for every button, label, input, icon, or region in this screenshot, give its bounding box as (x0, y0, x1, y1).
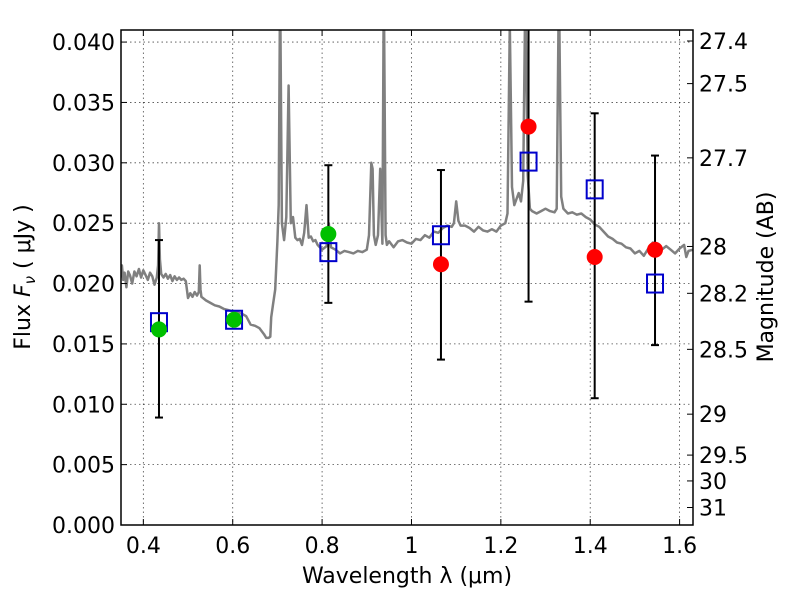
y-axis-label-symbol: F (11, 284, 36, 297)
square-marker (646, 273, 665, 294)
circle-marker (647, 241, 664, 258)
y-axis-label: Flux Fν ( μJy ) (11, 204, 39, 349)
x-tick-label: 1.4 (573, 534, 608, 559)
circle-marker (586, 248, 603, 265)
y2-tick-label: 27.7 (699, 147, 748, 172)
axis-ticks (121, 30, 693, 526)
circle-marker (150, 321, 167, 338)
y2-tick-label: 29 (699, 403, 727, 428)
y2-tick-label: 28 (699, 235, 727, 260)
y-tick-label: 0.040 (52, 31, 115, 56)
y-tick-label: 0.010 (52, 393, 115, 418)
x-tick-label: 1.6 (662, 534, 697, 559)
circle-marker (432, 256, 449, 273)
square-marker (519, 151, 538, 172)
y-axis-label-prefix: Flux (11, 297, 36, 350)
square-marker (431, 225, 450, 246)
plot-background (121, 30, 693, 525)
x-tick-label: 0.4 (126, 534, 161, 559)
spectrum-line (121, 30, 693, 340)
y2-tick-label: 30 (699, 470, 727, 495)
plot-frame (120, 29, 694, 526)
y-tick-label: 0.005 (52, 454, 115, 479)
y2-tick-label: 29.5 (699, 444, 748, 469)
y-axis-label-suffix: ( μJy ) (11, 204, 36, 276)
template-spectrum (121, 30, 693, 340)
circle-marker (520, 118, 537, 135)
y2-tick-label: 28.5 (699, 338, 748, 363)
y-tick-label: 0.020 (52, 273, 115, 298)
y-tick-label: 0.000 (52, 514, 115, 539)
circle-marker (320, 226, 337, 243)
y-tick-label: 0.035 (52, 91, 115, 116)
square-marker (585, 179, 604, 200)
circle-marker (226, 311, 243, 328)
data-markers (149, 118, 665, 338)
y-tick-label: 0.015 (52, 333, 115, 358)
y-tick-label: 0.030 (52, 152, 115, 177)
tick-labels: 0.4 0.6 0.8 1 1.2 1.4 1.6 0.000 0.005 0.010 0.015 0… (52, 30, 748, 559)
y-axis-label-subscript: ν (21, 276, 39, 284)
grid-lines (121, 30, 693, 526)
x-tick-label: 1.2 (483, 534, 518, 559)
y-tick-label: 0.025 (52, 212, 115, 237)
x-axis-label: Wavelength λ (μm) (302, 564, 512, 589)
y2-tick-label: 28.2 (699, 282, 748, 307)
x-tick-label: 0.8 (305, 534, 340, 559)
x-tick-label: 0.6 (215, 534, 250, 559)
y2-tick-label: 27.4 (699, 30, 748, 55)
square-marker (319, 242, 338, 263)
y2-tick-label: 27.5 (699, 73, 748, 98)
y2-tick-label: 31 (699, 496, 727, 521)
y2-axis-label: Magnitude (AB) (754, 192, 779, 363)
x-tick-label: 1 (404, 534, 418, 559)
